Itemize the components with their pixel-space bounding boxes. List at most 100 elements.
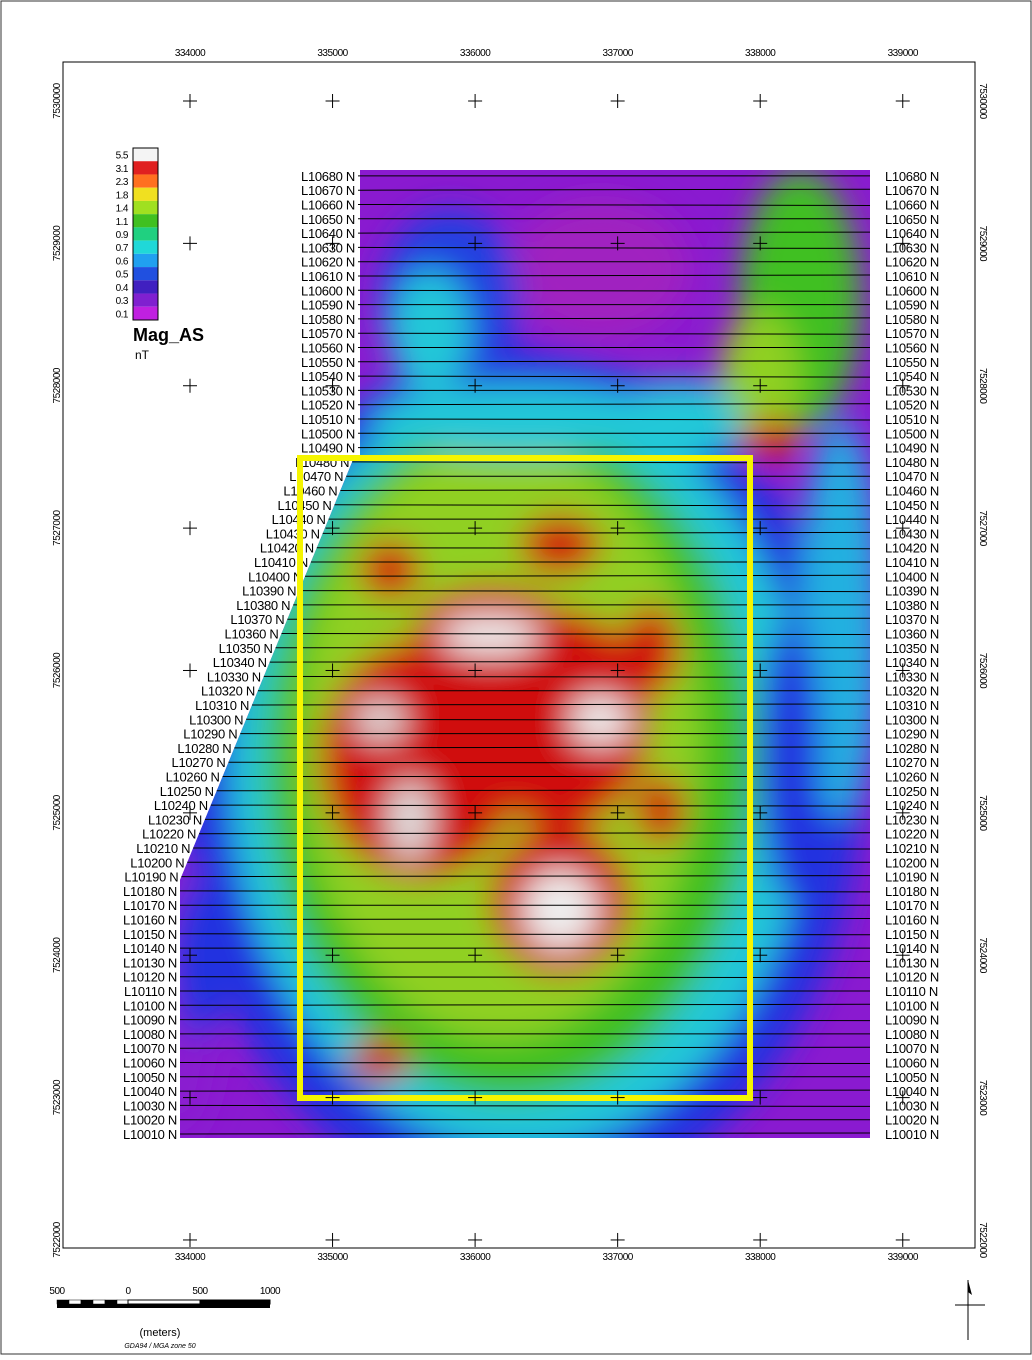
line-label: L10120 N (885, 970, 939, 985)
line-label: L10020 N (885, 1113, 939, 1128)
legend-label: 0.7 (116, 243, 129, 254)
line-label: L10190 N (885, 870, 939, 885)
scale-segment (117, 1300, 129, 1304)
line-label: L10130 N (123, 955, 177, 970)
y-tick-label: 7523000 (52, 1079, 63, 1115)
line-label: L10250 N (885, 784, 939, 799)
scale-segment (105, 1300, 117, 1304)
y-tick-label: 7527000 (52, 509, 63, 545)
x-tick-label: 337000 (602, 1252, 633, 1263)
line-label: L10680 N (885, 169, 939, 184)
line-label: L10380 N (236, 598, 290, 613)
line-label: L10350 N (219, 641, 273, 656)
line-label: L10280 N (177, 741, 231, 756)
line-label: L10050 N (123, 1070, 177, 1085)
y-tick-label: 7526000 (977, 653, 988, 689)
line-label: L10620 N (301, 255, 355, 270)
line-label: L10270 N (172, 755, 226, 770)
line-label: L10070 N (885, 1041, 939, 1056)
scale-segment (57, 1300, 69, 1304)
legend-swatch (133, 214, 158, 227)
legend-swatch (133, 254, 158, 267)
scale-segment (81, 1300, 93, 1304)
line-label: L10040 N (885, 1084, 939, 1099)
legend-swatch (133, 267, 158, 280)
line-label: L10020 N (123, 1113, 177, 1128)
line-label: L10400 N (885, 569, 939, 584)
map: L10010 NL10010 NL10020 NL10020 NL10030 N… (0, 0, 1032, 1355)
line-label: L10450 N (278, 498, 332, 513)
line-label: L10340 N (213, 655, 267, 670)
line-label: L10150 N (123, 927, 177, 942)
line-label: L10380 N (885, 598, 939, 613)
line-label: L10530 N (885, 383, 939, 398)
line-label: L10200 N (885, 855, 939, 870)
legend-swatch (133, 188, 158, 201)
y-tick-label: 7523000 (977, 1080, 988, 1116)
legend-label: 5.5 (116, 151, 129, 162)
line-label: L10160 N (123, 913, 177, 928)
line-label: L10460 N (283, 484, 337, 499)
raster-blob (760, 620, 820, 900)
line-label: L10580 N (301, 312, 355, 327)
legend-label: 0.5 (116, 270, 129, 281)
line-label: L10210 N (885, 841, 939, 856)
line-label: L10350 N (885, 641, 939, 656)
line-label: L10440 N (885, 512, 939, 527)
line-label: L10620 N (885, 255, 939, 270)
legend-swatch (133, 241, 158, 254)
line-label: L10060 N (123, 1056, 177, 1071)
line-label: L10060 N (885, 1056, 939, 1071)
line-label: L10640 N (885, 226, 939, 241)
x-tick-label: 334000 (175, 48, 206, 59)
line-label: L10170 N (885, 898, 939, 913)
raster-blob (170, 880, 230, 1040)
line-label: L10180 N (885, 884, 939, 899)
line-label: L10310 N (885, 698, 939, 713)
x-tick-label: 337000 (602, 48, 633, 59)
scale-unit: (meters) (140, 1327, 181, 1339)
y-tick-label: 7528000 (52, 367, 63, 403)
line-label: L10460 N (885, 484, 939, 499)
line-label: L10240 N (154, 798, 208, 813)
line-label: L10610 N (885, 269, 939, 284)
line-label: L10560 N (301, 341, 355, 356)
x-tick-label: 339000 (888, 48, 919, 59)
legend-label: 1.8 (116, 190, 129, 201)
north-arrow (955, 1280, 985, 1340)
line-label: L10100 N (123, 998, 177, 1013)
line-label: L10320 N (201, 684, 255, 699)
line-label: L10520 N (301, 398, 355, 413)
x-tick-label: 335000 (317, 48, 348, 59)
line-label: L10320 N (885, 684, 939, 699)
scale-label: 500 (192, 1286, 208, 1297)
line-label: L10360 N (885, 627, 939, 642)
line-label: L10670 N (885, 183, 939, 198)
legend-swatch (133, 201, 158, 214)
line-label: L10550 N (301, 355, 355, 370)
line-label: L10220 N (885, 827, 939, 842)
legend-label: 1.1 (116, 217, 129, 228)
line-label: L10290 N (183, 727, 237, 742)
line-label: L10420 N (885, 541, 939, 556)
y-tick-label: 7526000 (52, 652, 63, 688)
legend-swatch (133, 294, 158, 307)
line-label: L10310 N (195, 698, 249, 713)
line-label: L10120 N (123, 970, 177, 985)
line-label: L10490 N (885, 441, 939, 456)
y-tick-label: 7525000 (52, 794, 63, 830)
line-label: L10600 N (301, 283, 355, 298)
raster-blob (522, 870, 598, 950)
raster-blob (390, 270, 470, 390)
y-tick-label: 7522000 (52, 1221, 63, 1257)
line-label: L10670 N (301, 183, 355, 198)
legend-unit: nT (135, 348, 150, 362)
line-label: L10340 N (885, 655, 939, 670)
x-tick-label: 336000 (460, 1252, 491, 1263)
legend-label: 3.1 (116, 164, 129, 175)
line-label: L10660 N (301, 198, 355, 213)
line-label: L10030 N (885, 1098, 939, 1113)
line-label: L10170 N (123, 898, 177, 913)
legend-label: 1.4 (116, 204, 129, 215)
line-label: L10140 N (885, 941, 939, 956)
